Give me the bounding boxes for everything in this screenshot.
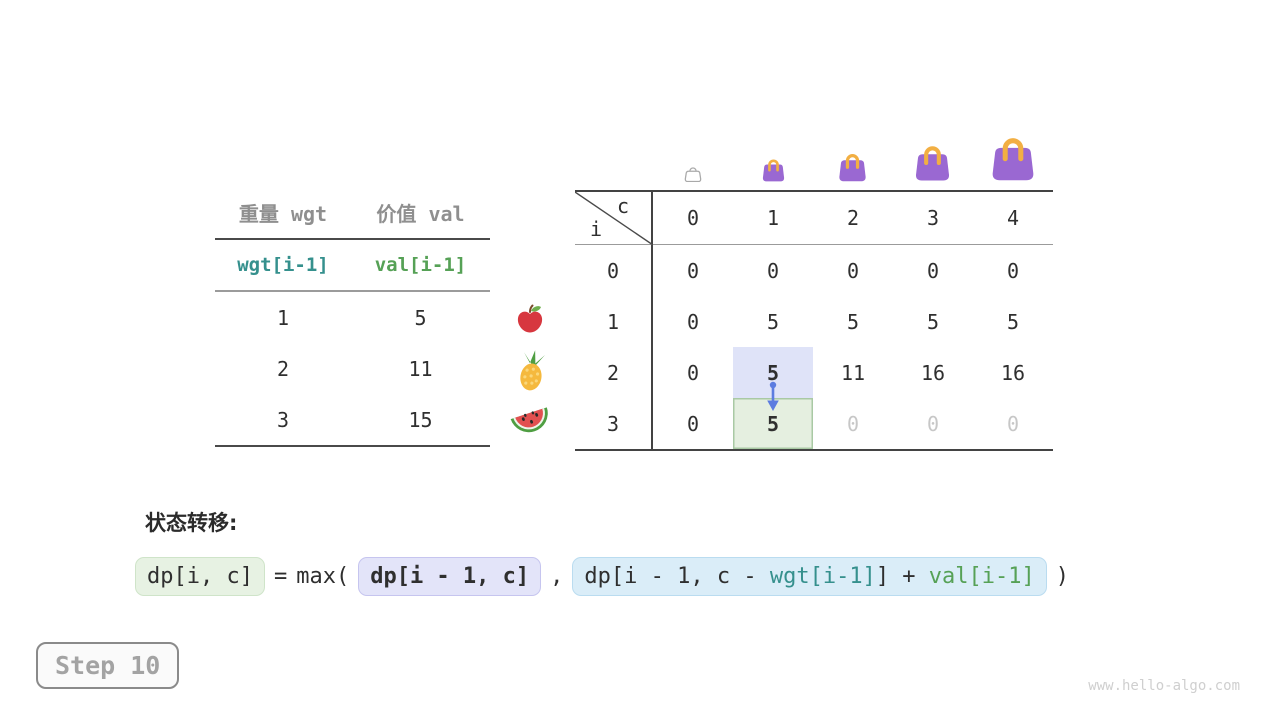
dp-cell-pending: 0 <box>846 411 860 436</box>
dp-cell: 5 <box>1006 309 1020 334</box>
dp-col-header: 1 <box>733 192 813 245</box>
dp-cell: 0 <box>686 258 700 283</box>
formula-equals: = <box>273 564 288 589</box>
dp-col-header: 3 <box>893 192 973 245</box>
transition-arrow-icon <box>765 381 781 417</box>
state-transition-formula: dp[i, c] = max( dp[i - 1, c] , dp[i - 1,… <box>135 557 1069 596</box>
bag-icon-capacity-4 <box>989 132 1037 187</box>
dp-cell: 0 <box>766 258 780 283</box>
watermelon-icon <box>508 401 552 443</box>
formula-arg2-prefix: dp[i - 1, c - <box>584 564 770 589</box>
dp-corner-col-var: c <box>617 194 630 218</box>
formula-close-paren: ) <box>1055 564 1070 589</box>
empty-bag-icon <box>684 164 702 186</box>
dp-corner-row-var: i <box>590 217 603 241</box>
dp-row-label: 0 <box>575 245 653 296</box>
dp-table: c i 0 1 2 3 4 0 0 0 0 0 0 1 0 5 5 5 5 2 … <box>575 190 1053 451</box>
pineapple-icon <box>512 349 552 397</box>
item-value: 15 <box>408 407 433 432</box>
formula-arg2-mid: ] + <box>875 564 929 589</box>
dp-cell: 0 <box>926 258 940 283</box>
dp-cell-pending: 0 <box>1006 411 1020 436</box>
item-value: 5 <box>414 305 427 330</box>
dp-cell: 5 <box>846 309 860 334</box>
dp-row-label: 1 <box>575 296 653 347</box>
watermark: www.hello-algo.com <box>1088 678 1240 694</box>
dp-col-header: 2 <box>813 192 893 245</box>
formula-arg2-val: val[i-1] <box>928 564 1035 589</box>
state-transition-label: 状态转移: <box>145 511 238 535</box>
formula-arg2-box: dp[i - 1, c - wgt[i-1]] + val[i-1] <box>572 557 1047 596</box>
dp-cell: 5 <box>926 309 940 334</box>
apple-icon <box>515 303 545 339</box>
item-weight: 1 <box>276 305 290 330</box>
dp-cell: 0 <box>686 309 700 334</box>
dp-cell: 16 <box>1000 360 1026 385</box>
dp-row-label: 2 <box>575 347 653 398</box>
dp-corner-cell: c i <box>575 192 653 245</box>
item-table-header-value: 价值 val <box>351 186 490 240</box>
dp-cell-pending: 0 <box>926 411 940 436</box>
item-table-index-val: val[i-1] <box>351 240 490 292</box>
bag-icon-capacity-2 <box>837 150 868 187</box>
item-value: 11 <box>408 356 433 381</box>
dp-col-header: 4 <box>973 192 1053 245</box>
dp-cell: 0 <box>846 258 860 283</box>
dp-cell: 0 <box>686 360 700 385</box>
bag-icon-capacity-1 <box>761 156 786 187</box>
dp-cell: 5 <box>766 309 780 334</box>
item-table-header-weight: 重量 wgt <box>215 186 351 240</box>
dp-col-header: 0 <box>653 192 733 245</box>
formula-comma: , <box>550 564 564 589</box>
formula-arg2-wgt: wgt[i-1] <box>769 564 876 589</box>
dp-cell: 16 <box>920 360 946 385</box>
dp-row-label: 3 <box>575 398 653 449</box>
dp-cell: 11 <box>840 360 866 385</box>
formula-lhs-box: dp[i, c] <box>135 557 265 596</box>
item-weight: 2 <box>276 356 290 381</box>
step-badge: Step 10 <box>36 642 180 689</box>
dp-cell: 0 <box>686 411 700 436</box>
formula-max-open: max( <box>296 564 350 589</box>
item-table: 重量 wgt 价值 val wgt[i-1] val[i-1] 1 5 2 11… <box>215 186 490 447</box>
dp-cell: 0 <box>1006 258 1020 283</box>
item-table-index-wgt: wgt[i-1] <box>215 240 351 292</box>
formula-arg1-box: dp[i - 1, c] <box>358 557 542 596</box>
item-weight: 3 <box>276 407 290 432</box>
bag-icon-capacity-3 <box>913 141 952 187</box>
